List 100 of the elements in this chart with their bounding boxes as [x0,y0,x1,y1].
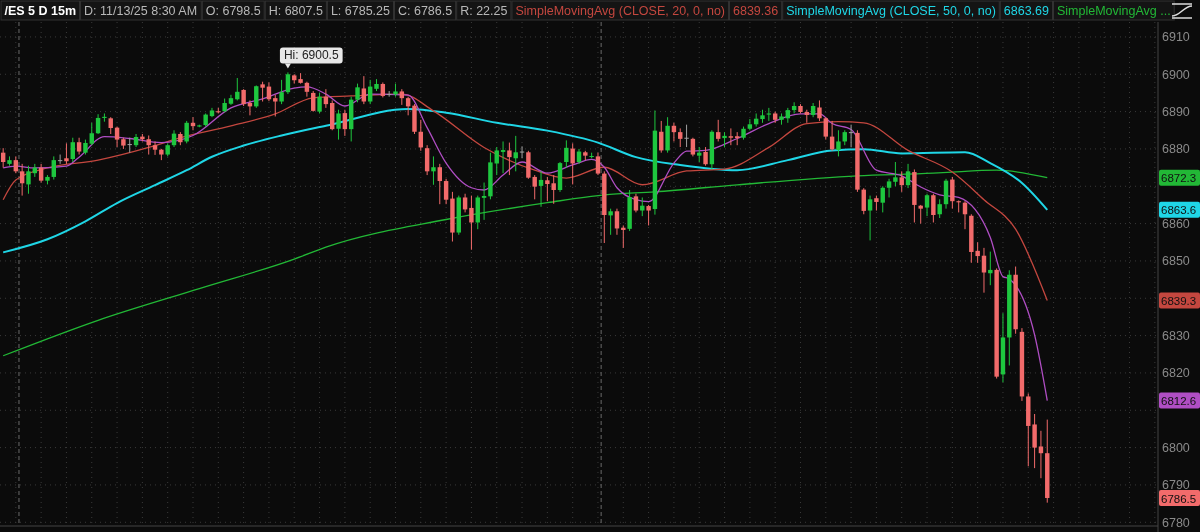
candlestick [462,193,468,213]
candlestick [127,137,132,154]
candlestick [867,195,873,241]
y-tick-label: 6900 [1162,67,1190,82]
candlestick [254,84,259,109]
candlestick [640,196,645,217]
candlestick [285,71,291,95]
candlestick [905,163,911,189]
text: O: 6798.5 [205,4,261,18]
candlestick [507,142,512,176]
y-tick-label: 6850 [1162,254,1190,269]
candlestick [260,81,265,103]
text: SimpleMovingAvg (CLOSE, 20, 0, no) [515,4,726,18]
candlestick [817,99,822,122]
candlestick [633,193,639,213]
y-tick-label: 6910 [1162,30,1190,45]
y-tick-label: 6800 [1162,441,1190,456]
text: D: 11/13/25 8:30 AM [84,4,198,18]
candlestick [747,118,753,131]
candlestick [646,204,651,226]
candlestick [361,75,367,105]
candlestick [437,163,442,205]
candlestick [595,152,601,176]
candlestick [981,247,987,294]
y-tick-label: 6780 [1162,515,1190,530]
y-tick-label: 6890 [1162,105,1190,120]
text: 6863.6 [1161,204,1197,217]
candlestick [728,127,734,146]
y-tick-label: 6880 [1162,142,1190,157]
candlestick [538,170,544,208]
candlestick [311,90,316,113]
candlestick [678,127,683,148]
y-tick-label: 6820 [1162,366,1190,381]
text: 6786.5 [1161,492,1197,505]
candlestick [57,154,63,165]
text: 6863.69 [1003,4,1050,18]
candlestick [26,165,31,195]
candlestick [355,83,360,103]
candlestick [519,145,525,159]
candlestick [102,112,107,123]
candlestick [1038,430,1044,479]
candlestick [342,109,348,137]
candlestick [880,185,885,213]
candlestick [564,139,569,169]
candlestick [608,208,613,236]
candlestick [886,178,892,198]
text: R: 22.25 [460,4,508,18]
candlestick [38,163,44,184]
candlestick [336,109,341,141]
line-series [2,169,1048,357]
candlestick [481,182,487,221]
text: C: 6786.5 [397,4,453,18]
candlestick [956,199,961,213]
text: 6839.36 [733,4,779,18]
candlestick [931,193,936,223]
candlestick [570,142,575,185]
candlestick [51,155,56,181]
candlestick [716,119,721,142]
text: H: 6807.5 [268,4,323,18]
candlestick [279,79,284,105]
text: L: 6785.25 [330,4,391,18]
candlestick [443,178,449,205]
candlestick [64,142,69,165]
candlestick [684,124,689,148]
candlestick [621,224,626,249]
candlestick [89,122,94,146]
candlestick [988,251,993,286]
candlestick [703,146,708,167]
candlestick [1032,413,1037,469]
text: 6872.3 [1161,172,1197,185]
candlestick [918,204,923,225]
candlestick [893,161,898,187]
text: 6839.3 [1161,295,1197,308]
line-series [2,93,1048,302]
y-tick-label: 6860 [1162,217,1190,232]
candlestick [494,146,499,176]
annotation: Hi: 6900.5 [283,48,339,63]
candlestick [937,198,942,219]
candlestick [146,134,151,156]
candlestick [924,193,930,217]
candlestick [823,116,828,141]
candlestick [848,124,854,148]
candlestick [235,77,240,101]
y-tick-label: 6790 [1162,478,1190,493]
candlestick [431,155,436,186]
y-tick-label: 6830 [1162,329,1190,344]
candlestick [500,140,506,174]
text: SimpleMovingAvg ... [1056,4,1171,18]
candlestick [367,79,373,105]
candlestick [690,137,696,157]
candlestick [950,176,955,210]
candlestick [836,129,841,157]
candlestick [152,140,158,156]
text: SimpleMovingAvg (CLOSE, 50, 0, no) [786,4,996,18]
candlestick [899,170,904,193]
candlestick [317,92,322,114]
candlestick [469,195,474,251]
candlestick [19,163,25,197]
candlestick [70,137,75,163]
chart-title: /ES 5 D 15m [4,4,77,18]
